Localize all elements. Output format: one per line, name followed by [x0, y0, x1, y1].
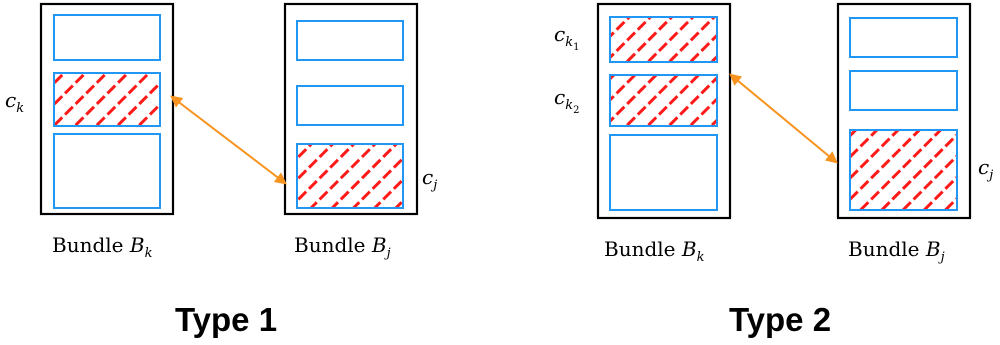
- type1-ck-label: ck: [5, 88, 24, 116]
- type1-bundle-k-slot-3: [53, 133, 161, 209]
- type1-bundle-k-label: Bundle Bk: [52, 233, 153, 261]
- type2-conflict-arrow: [729, 73, 838, 164]
- type1-bundle-k-slot-1: [53, 14, 161, 61]
- type2-bundle-k-slot-1-conflict: [609, 16, 718, 63]
- type2-cj-label: cj: [978, 155, 993, 183]
- type2-bundle-k-slot-3: [609, 134, 718, 211]
- type2-bundle-j-slot-3-conflict: [849, 129, 958, 211]
- type2-ck1-label: ck1: [554, 22, 579, 53]
- type1-bundle-k-slot-2-conflict: [53, 72, 161, 127]
- type1-title: Type 1: [175, 301, 277, 338]
- type2-title: Type 2: [729, 301, 831, 338]
- type2-bundle-k-slot-2-conflict: [609, 74, 718, 127]
- type2-bundle-j-slot-2: [849, 70, 958, 111]
- type2-bundle-j-box: [836, 2, 972, 220]
- type1-bundle-j-slot-2: [296, 85, 404, 126]
- type1-bundle-j-label: Bundle Bj: [294, 233, 391, 261]
- type2-panel: ck1 ck2 cj Bundle Bk Bundle Bj Type 2: [554, 2, 993, 338]
- type2-bundle-j-label: Bundle Bj: [848, 237, 945, 265]
- type1-bundle-j-slot-1: [296, 20, 404, 61]
- type1-conflict-arrow: [170, 95, 287, 185]
- type2-bundle-j-slot-1: [849, 17, 958, 58]
- type2-ck2-label: ck2: [554, 85, 579, 116]
- type1-bundle-j-slot-3-conflict: [296, 143, 404, 209]
- type1-cj-label: cj: [422, 165, 437, 193]
- type1-panel: ck cj Bundle Bk Bundle Bj Type 1: [5, 2, 437, 338]
- type2-bundle-k-label: Bundle Bk: [604, 237, 705, 265]
